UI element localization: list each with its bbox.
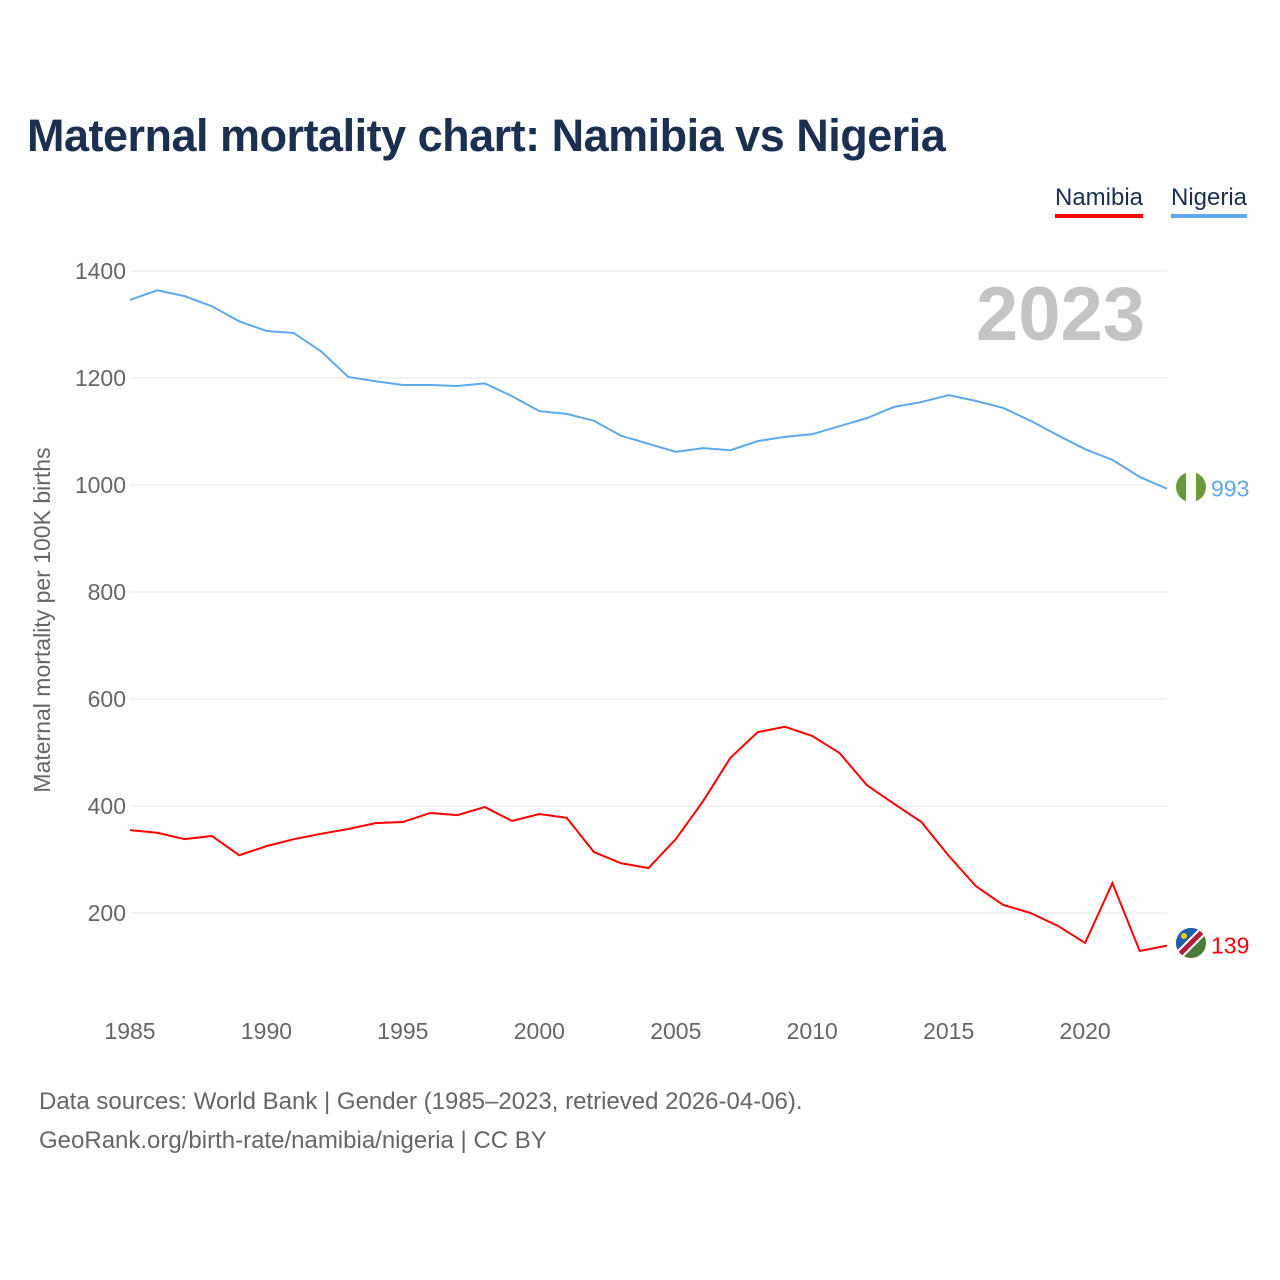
x-tick-label: 1995 xyxy=(377,1018,428,1044)
y-tick-label: 1000 xyxy=(75,472,126,498)
y-tick-label: 1400 xyxy=(75,258,126,284)
footer-link[interactable]: GeoRank.org/birth-rate/namibia/nigeria |… xyxy=(39,1127,547,1154)
chart-title: Maternal mortality chart: Namibia vs Nig… xyxy=(27,110,946,161)
x-tick-label: 2015 xyxy=(923,1018,974,1044)
nigeria-flag-icon xyxy=(1176,472,1206,502)
x-tick-label: 2010 xyxy=(787,1018,838,1044)
legend-nigeria[interactable]: Nigeria xyxy=(1171,184,1248,218)
series-line-nigeria xyxy=(129,289,1168,490)
x-tick-label: 1990 xyxy=(241,1018,292,1044)
y-tick-label: 600 xyxy=(88,686,126,712)
legend-namibia[interactable]: Namibia xyxy=(1055,184,1144,218)
y-tick-label: 1200 xyxy=(75,365,126,391)
y-tick-label: 400 xyxy=(88,793,126,819)
y-axis-label: Maternal mortality per 100K births xyxy=(29,447,55,792)
x-tick-label: 2005 xyxy=(650,1018,701,1044)
x-tick-label: 2020 xyxy=(1060,1018,1111,1044)
x-tick-label: 1985 xyxy=(104,1018,155,1044)
namibia-flag-icon xyxy=(1176,928,1206,958)
y-tick-label: 200 xyxy=(88,900,126,926)
y-tick-label: 800 xyxy=(88,579,126,605)
footer-sources: Data sources: World Bank | Gender (1985–… xyxy=(39,1088,803,1115)
end-label-namibia: 139 xyxy=(1211,933,1249,959)
year-watermark: 2023 xyxy=(976,272,1145,357)
end-label-nigeria: 993 xyxy=(1211,476,1249,502)
x-tick-label: 2000 xyxy=(514,1018,565,1044)
series-line-namibia xyxy=(129,725,1168,953)
